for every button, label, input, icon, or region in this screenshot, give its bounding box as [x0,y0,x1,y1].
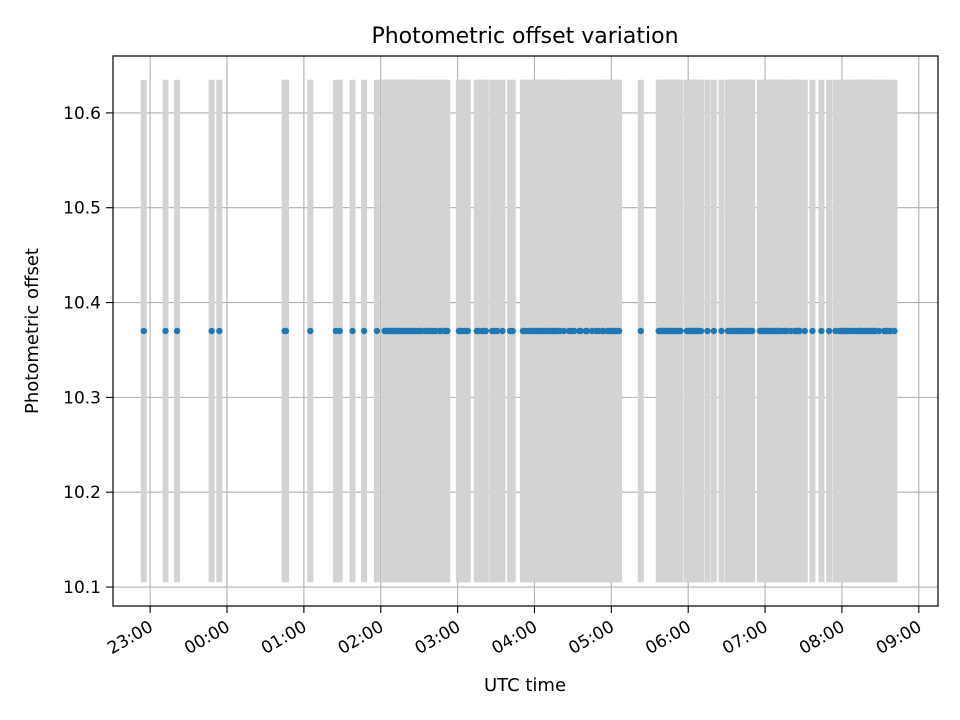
data-point [749,327,756,335]
data-point [349,327,356,335]
data-point [718,327,725,335]
data-point [697,327,705,335]
data-point [499,327,506,335]
data-point [577,327,584,335]
x-axis-label: UTC time [484,675,566,696]
chart-title: Photometric offset variation [371,24,678,49]
data-point [704,327,711,335]
plot-frame [112,55,939,607]
data-point [444,327,451,335]
data-point [796,327,803,335]
y-tick-label: 10.3 [63,388,101,408]
data-point [162,327,169,335]
data-point [216,327,223,335]
data-point [710,327,718,335]
data-point [560,327,568,335]
data-point [373,327,381,335]
y-axis-ticks: 10.1 10.2 10.3 10.4 10.5 10.6 [63,104,113,598]
data-point [818,327,825,335]
data-point [173,327,181,335]
y-tick-label: 10.5 [63,199,101,219]
data-point [825,327,833,335]
y-tick-label: 10.2 [63,483,101,503]
data-point [570,327,578,335]
data-point [637,327,644,335]
y-axis-label: Photometric offset [22,248,43,414]
data-point [809,327,816,335]
data-point [282,327,290,335]
data-point [208,327,215,335]
y-tick-label: 10.1 [63,578,101,598]
data-point [615,327,623,335]
y-tick-label: 10.6 [63,104,101,124]
data-point [494,327,501,335]
data-point [307,327,314,335]
data-point [583,327,591,335]
data-point [677,327,684,335]
data-point [140,327,147,335]
data-point [482,327,489,335]
data-point [801,327,808,335]
data-point [464,327,472,335]
data-point [875,327,883,335]
data-markers [140,327,898,335]
data-point [509,327,516,335]
data-point [360,327,368,335]
data-point [891,327,898,335]
y-tick-label: 10.4 [63,294,101,314]
data-point [336,327,343,335]
